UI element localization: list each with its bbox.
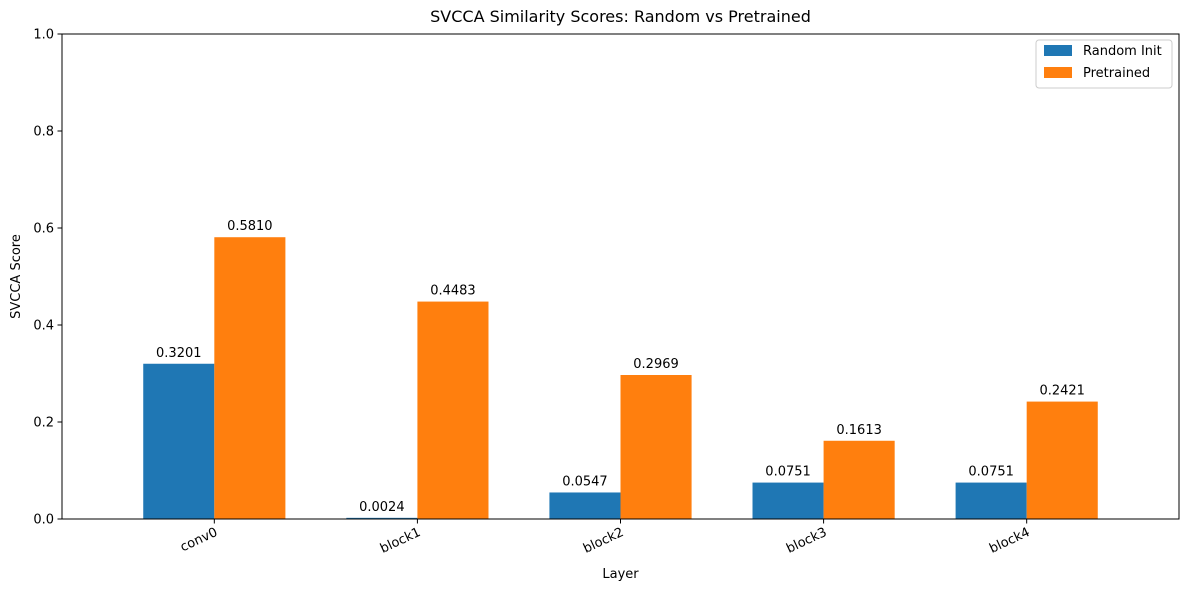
data-label-random-init-conv0: 0.3201 <box>156 346 202 361</box>
bar-random-init-block4 <box>955 482 1027 519</box>
y-tick-label: 0.8 <box>33 125 54 140</box>
chart-title: SVCCA Similarity Scores: Random vs Pretr… <box>430 7 811 26</box>
x-tick-label-block3: block3 <box>784 525 829 557</box>
data-labels-layer: 0.3201 0.0024 0.0547 0.0751 0.0751 0.5810 0.44… <box>156 219 1085 515</box>
legend-swatch-random-init <box>1044 45 1072 56</box>
data-label-pretrained-block3: 0.1613 <box>836 423 882 438</box>
bar-pretrained-block1 <box>417 301 489 519</box>
data-label-random-init-block3: 0.0751 <box>765 465 811 480</box>
x-tick-label-block2: block2 <box>581 525 626 557</box>
y-axis-label: SVCCA Score <box>9 234 24 319</box>
bar-random-init-block2 <box>549 492 621 519</box>
x-tick-label-conv0: conv0 <box>178 525 220 555</box>
y-tick-label: 0.0 <box>33 513 54 528</box>
legend-label-random-init: Random Init <box>1083 44 1162 59</box>
data-label-pretrained-conv0: 0.5810 <box>227 219 273 234</box>
bar-pretrained-conv0 <box>214 237 286 519</box>
x-axis-label: Layer <box>602 567 639 582</box>
bars-layer <box>143 237 1098 519</box>
x-tick-label-block4: block4 <box>987 525 1032 557</box>
bar-random-init-block3 <box>752 482 824 519</box>
bar-pretrained-block3 <box>823 440 895 519</box>
data-label-pretrained-block1: 0.4483 <box>430 284 476 299</box>
legend: Random Init Pretrained <box>1035 39 1173 89</box>
x-tick-label-block1: block1 <box>378 525 423 557</box>
data-label-random-init-block1: 0.0024 <box>359 500 405 515</box>
y-tick-label: 1.0 <box>33 28 54 43</box>
bar-random-init-block1 <box>346 517 418 519</box>
x-axis: conv0 block1 block2 block3 block4 <box>178 519 1032 557</box>
data-label-pretrained-block4: 0.2421 <box>1039 384 1085 399</box>
legend-label-pretrained: Pretrained <box>1083 66 1150 81</box>
y-tick-label: 0.2 <box>33 416 54 431</box>
bar-random-init-conv0 <box>143 363 215 519</box>
bar-pretrained-block4 <box>1026 401 1098 519</box>
y-axis: 0.0 0.2 0.4 0.6 0.8 1.0 <box>33 28 62 528</box>
bar-pretrained-block2 <box>620 375 692 519</box>
data-label-random-init-block4: 0.0751 <box>968 465 1014 480</box>
legend-swatch-pretrained <box>1044 67 1072 78</box>
data-label-random-init-block2: 0.0547 <box>562 474 608 489</box>
y-tick-label: 0.4 <box>33 319 54 334</box>
data-label-pretrained-block2: 0.2969 <box>633 357 679 372</box>
y-tick-label: 0.6 <box>33 222 54 237</box>
